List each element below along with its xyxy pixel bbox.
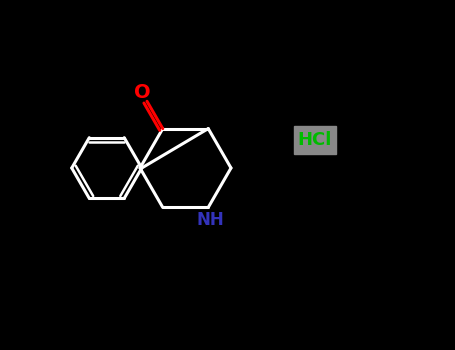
FancyBboxPatch shape — [293, 126, 336, 154]
Text: NH: NH — [196, 211, 224, 229]
Text: HCl: HCl — [298, 131, 332, 149]
Text: O: O — [134, 83, 151, 102]
